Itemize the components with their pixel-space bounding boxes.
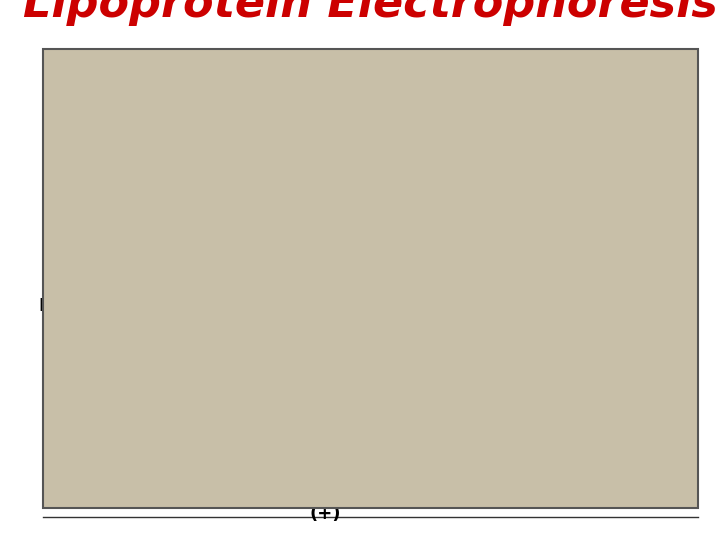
Text: Mobility: Mobility [38,296,120,315]
Bar [243,232,407,255]
Text: Origin: Origin [158,120,220,138]
Polygon shape [84,416,192,457]
Text: Lipoprotein Electrophoresis: Lipoprotein Electrophoresis [23,0,719,25]
Text: HDL
(α-Lipoprotein): HDL (α-Lipoprotein) [436,385,577,424]
Text: LDL
(β-Lipoprotein): LDL (β-Lipoprotein) [436,224,578,263]
Text: VLDL
(Pre β-Lipoprotein): VLDL (Pre β-Lipoprotein) [436,275,616,314]
Text: Anode
(+): Anode (+) [293,485,357,523]
Bar [243,393,407,416]
Bar [240,117,410,467]
Bar [243,286,407,303]
Bar [111,159,166,416]
Text: Chylomicron: Chylomicron [436,120,553,138]
